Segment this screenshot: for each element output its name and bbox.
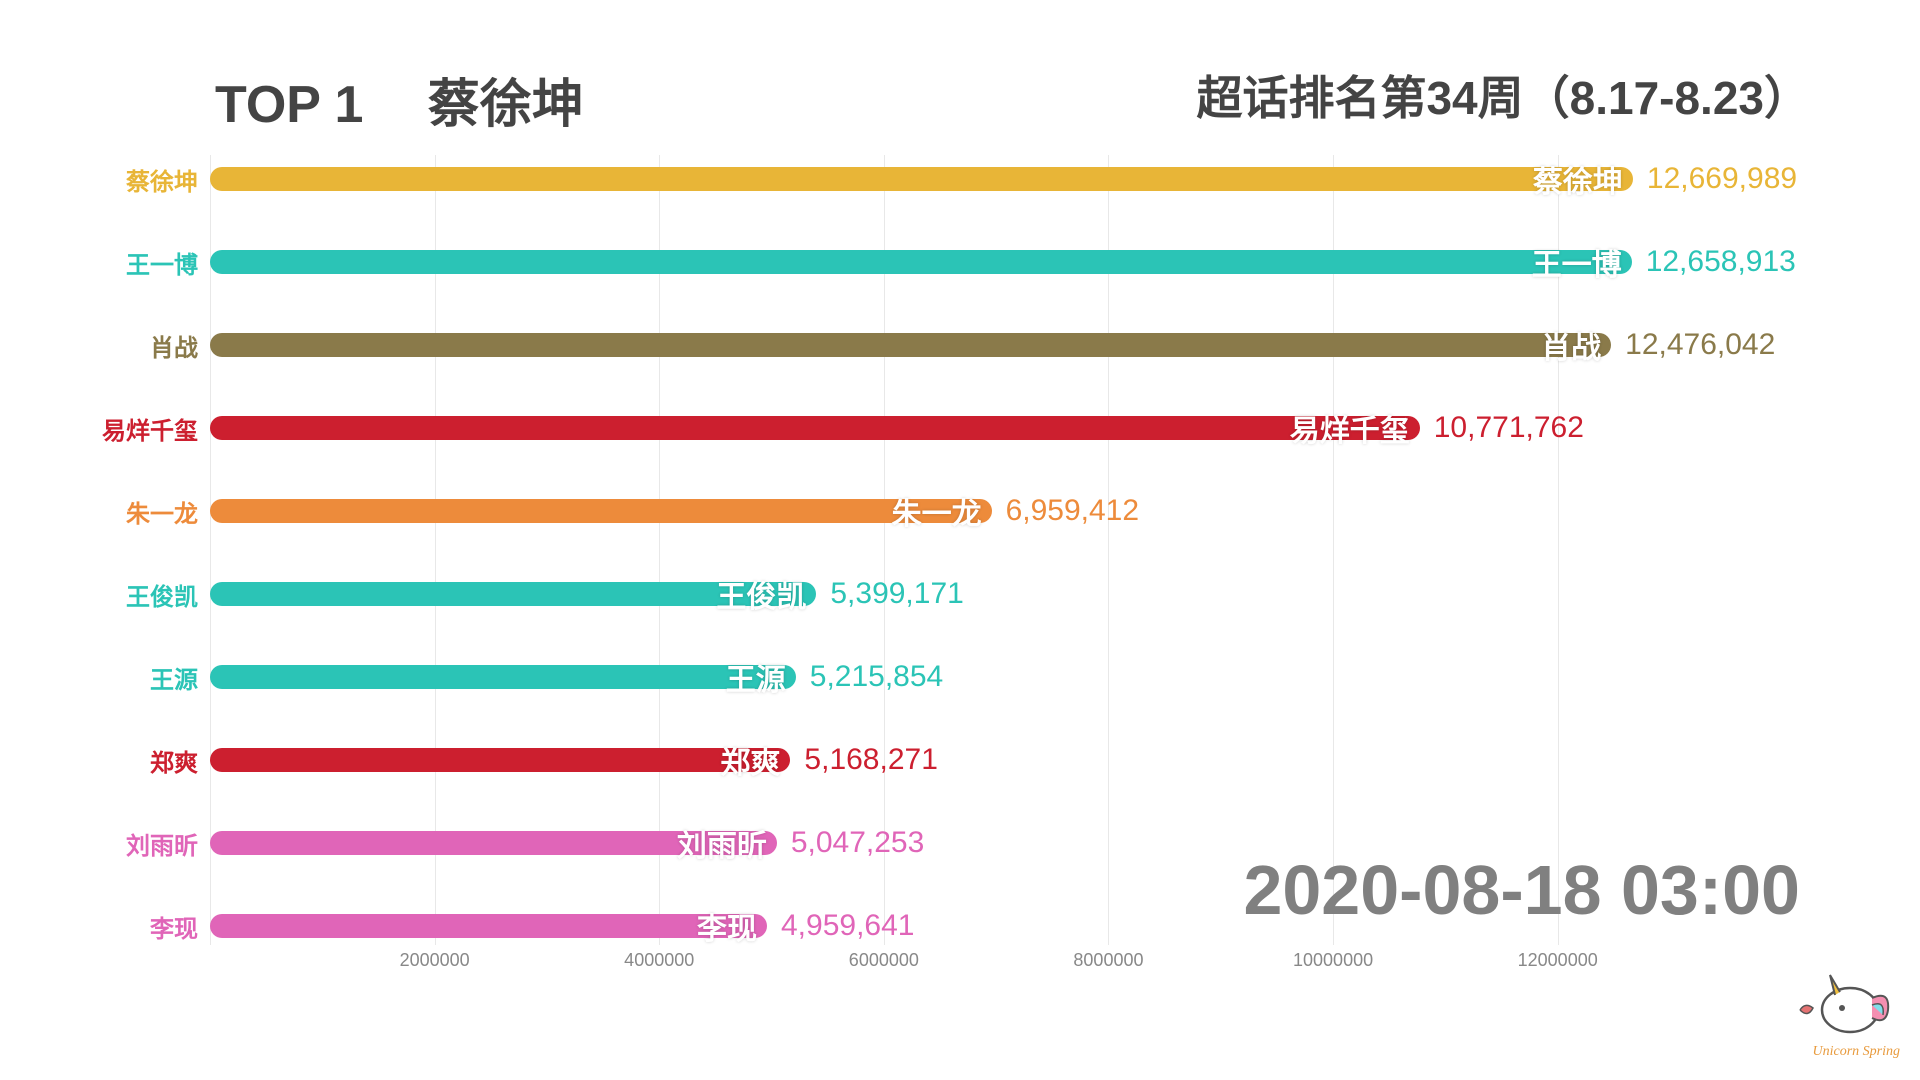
- y-axis-label: 李现: [150, 909, 210, 944]
- bar-row: 蔡徐坤蔡徐坤12,669,989: [210, 167, 1633, 191]
- y-axis-label: 王源: [150, 660, 210, 695]
- bar-value-label: 6,959,412: [1006, 494, 1139, 528]
- bar-row: 王俊凯王俊凯5,399,171: [210, 582, 816, 606]
- x-tick-label: 6000000: [849, 950, 919, 971]
- bar: 肖战12,476,042: [210, 333, 1611, 357]
- bar-row: 李现李现4,959,641: [210, 914, 767, 938]
- y-axis-label: 易烊千玺: [102, 411, 210, 446]
- bar-end-label: 肖战: [1541, 323, 1601, 367]
- bar-row: 王一博王一博12,658,913: [210, 250, 1632, 274]
- bar-row: 郑爽郑爽5,168,271: [210, 748, 790, 772]
- bar-end-label: 王俊凯: [716, 572, 806, 616]
- bar: 王源5,215,854: [210, 665, 796, 689]
- bar-end-label: 朱一龙: [892, 489, 982, 533]
- bar-value-label: 12,658,913: [1646, 245, 1796, 279]
- bar-row: 肖战肖战12,476,042: [210, 333, 1611, 357]
- bar-value-label: 4,959,641: [781, 909, 914, 943]
- bar: 郑爽5,168,271: [210, 748, 790, 772]
- bar: 王一博12,658,913: [210, 250, 1632, 274]
- y-axis-label: 王俊凯: [126, 577, 210, 612]
- watermark: Unicorn Spring: [1780, 960, 1900, 1060]
- bar-value-label: 10,771,762: [1434, 411, 1584, 445]
- chart-subtitle: 超话排名第34周（8.17-8.23）: [1196, 62, 1810, 137]
- bar-end-label: 郑爽: [720, 738, 780, 782]
- bar-value-label: 5,215,854: [810, 660, 943, 694]
- y-axis-label: 蔡徐坤: [126, 162, 210, 197]
- bar: 刘雨昕5,047,253: [210, 831, 777, 855]
- x-tick-label: 2000000: [400, 950, 470, 971]
- bar-value-label: 5,399,171: [830, 577, 963, 611]
- bar-row: 刘雨昕刘雨昕5,047,253: [210, 831, 777, 855]
- bar-row: 王源王源5,215,854: [210, 665, 796, 689]
- bar: 王俊凯5,399,171: [210, 582, 816, 606]
- x-tick-label: 10000000: [1293, 950, 1373, 971]
- y-axis-label: 刘雨昕: [126, 826, 210, 861]
- timestamp: 2020-08-18 03:00: [1243, 850, 1800, 930]
- y-axis-label: 肖战: [150, 328, 210, 363]
- bar-end-label: 王一博: [1532, 240, 1622, 284]
- x-tick-label: 12000000: [1518, 950, 1598, 971]
- bar: 朱一龙6,959,412: [210, 499, 992, 523]
- bar-row: 朱一龙朱一龙6,959,412: [210, 499, 992, 523]
- top-rank-name: 蔡徐坤: [428, 76, 584, 134]
- bar: 李现4,959,641: [210, 914, 767, 938]
- top-rank-label: TOP 1: [215, 76, 363, 134]
- bar-end-label: 易烊千玺: [1290, 406, 1410, 450]
- bar-end-label: 李现: [697, 904, 757, 948]
- y-axis-label: 王一博: [126, 245, 210, 280]
- bar-value-label: 12,476,042: [1625, 328, 1775, 362]
- unicorn-icon: [1780, 960, 1900, 1040]
- bar-end-label: 刘雨昕: [677, 821, 767, 865]
- x-tick-label: 4000000: [624, 950, 694, 971]
- bar: 蔡徐坤12,669,989: [210, 167, 1633, 191]
- header-left: TOP 1 蔡徐坤: [215, 62, 584, 137]
- bar-value-label: 5,047,253: [791, 826, 924, 860]
- y-axis-label: 朱一龙: [126, 494, 210, 529]
- bar-end-label: 王源: [726, 655, 786, 699]
- y-axis-label: 郑爽: [150, 743, 210, 778]
- x-tick-label: 8000000: [1073, 950, 1143, 971]
- bar-value-label: 5,168,271: [804, 743, 937, 777]
- bar: 易烊千玺10,771,762: [210, 416, 1420, 440]
- header: TOP 1 蔡徐坤 超话排名第34周（8.17-8.23）: [0, 62, 1920, 137]
- bar-row: 易烊千玺易烊千玺10,771,762: [210, 416, 1420, 440]
- bar-value-label: 12,669,989: [1647, 162, 1797, 196]
- watermark-text: Unicorn Spring: [1813, 1044, 1901, 1060]
- bar-chart: 2000000400000060000008000000100000001200…: [210, 155, 1860, 945]
- bar-end-label: 蔡徐坤: [1533, 157, 1623, 201]
